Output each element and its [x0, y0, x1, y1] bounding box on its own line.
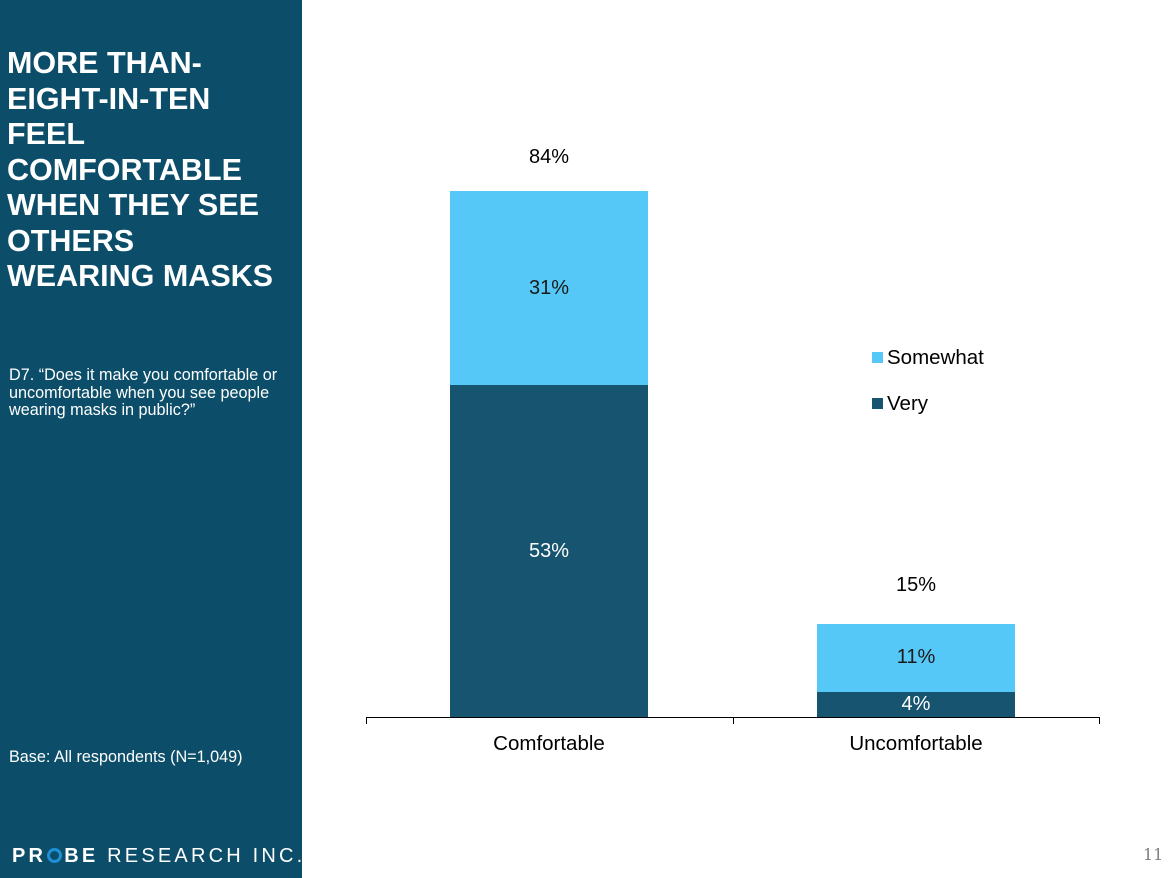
logo-text-rest: RESEARCH INC.	[107, 845, 306, 867]
x-axis-label-comfortable: Comfortable	[493, 732, 605, 755]
x-axis-tick	[733, 717, 734, 724]
bar-uncomfortable-somewhat: 11%	[817, 624, 1015, 692]
x-axis-tick	[1099, 717, 1100, 724]
legend-item-very: Very	[872, 392, 984, 438]
survey-question: D7. “Does it make you comfortable or unc…	[9, 366, 278, 419]
title-line: COMFORTABLE	[7, 152, 242, 187]
title-line: WHEN THEY SEE	[7, 188, 259, 222]
x-axis-label-uncomfortable: Uncomfortable	[849, 732, 983, 755]
chart-legend: Somewhat Very	[872, 346, 984, 438]
total-label-comfortable: 84%	[528, 146, 570, 168]
bar-value-label: 53%	[528, 540, 570, 562]
bar-value-label: 4%	[901, 693, 931, 715]
legend-label: Somewhat	[887, 346, 984, 369]
legend-swatch-very-icon	[872, 398, 883, 409]
total-label-uncomfortable: 15%	[895, 574, 937, 596]
title-line: FEEL	[7, 117, 85, 151]
bar-comfortable-somewhat: 31%	[450, 191, 648, 385]
legend-item-somewhat: Somewhat	[872, 346, 984, 392]
base-note: Base: All respondents (N=1,049)	[9, 748, 243, 766]
logo-text-pr: PR	[12, 845, 47, 867]
slide-title: MORE THAN- EIGHT-IN-TEN FEEL COMFORTABLE…	[7, 46, 299, 295]
legend-label: Very	[887, 392, 929, 415]
bar-value-label: 11%	[896, 646, 936, 668]
title-line: WEARING MASKS	[7, 259, 274, 293]
title-line: OTHERS	[7, 223, 135, 258]
legend-swatch-somewhat-icon	[872, 352, 883, 363]
sidebar-panel: MORE THAN- EIGHT-IN-TEN FEEL COMFORTABLE…	[0, 0, 302, 878]
probe-research-logo: PR BE RESEARCH INC.	[12, 845, 305, 868]
x-axis-tick	[366, 717, 367, 724]
logo-text-be: BE	[64, 845, 99, 867]
bar-comfortable-very: 53%	[450, 385, 648, 717]
title-line: MORE THAN-	[7, 46, 202, 80]
bar-value-label: 31%	[528, 277, 570, 299]
page-number: 11	[1143, 845, 1164, 864]
logo-ring-icon	[47, 848, 63, 863]
bar-uncomfortable-very: 4%	[817, 692, 1015, 717]
title-line: EIGHT-IN-TEN	[7, 81, 211, 116]
